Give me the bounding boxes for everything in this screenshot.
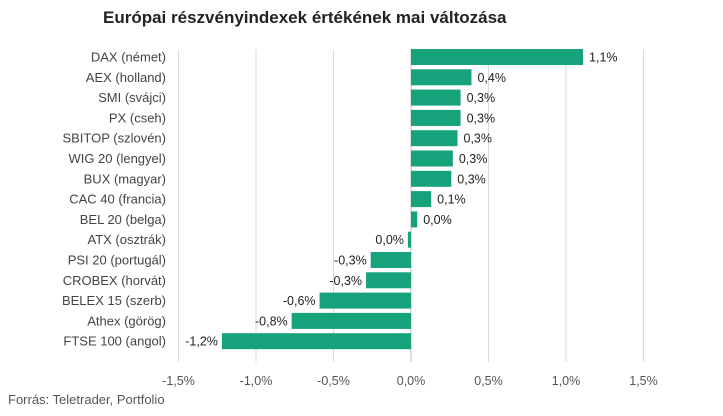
bar	[411, 130, 458, 147]
bar	[407, 231, 411, 248]
bar	[411, 191, 432, 208]
category-label: FTSE 100 (angol)	[63, 334, 166, 349]
value-label: 1,1%	[589, 51, 618, 65]
category-label: BUX (magyar)	[84, 171, 166, 186]
bar	[221, 333, 411, 350]
category-label: SBITOP (szlovén)	[62, 131, 166, 146]
category-label: AEX (holland)	[86, 70, 166, 85]
bar	[411, 150, 453, 167]
value-label: 0,0%	[375, 233, 404, 247]
bar	[411, 170, 452, 187]
value-label: -0,8%	[255, 314, 288, 328]
value-label: -1,2%	[185, 335, 218, 349]
bars	[221, 49, 584, 350]
category-label: PX (cseh)	[109, 110, 166, 125]
bar	[411, 109, 461, 126]
x-tick-label: 0,5%	[474, 374, 503, 388]
category-label: WIG 20 (lengyel)	[68, 151, 166, 166]
value-label: 0,4%	[477, 71, 506, 85]
category-label: BELEX 15 (szerb)	[62, 293, 166, 308]
bar	[291, 312, 411, 329]
bar	[370, 252, 411, 268]
category-label: PSI 20 (portugál)	[68, 253, 166, 268]
x-tick-label: 1,0%	[552, 374, 581, 388]
bar	[411, 49, 584, 65]
bar	[319, 292, 411, 309]
value-label: -0,3%	[334, 254, 367, 268]
category-label: Athex (görög)	[87, 313, 166, 328]
value-label: 0,3%	[464, 132, 493, 146]
value-label: 0,0%	[423, 213, 452, 227]
labels: DAX (német) 1,1% AEX (holland) 0,4% SMI (svá…	[62, 50, 618, 349]
x-axis-ticks: -1,5% -1,0% -0,5% 0,0% 0,5% 1,0% 1,5%	[162, 374, 658, 388]
value-label: 0,3%	[467, 111, 496, 125]
category-label: DAX (német)	[91, 50, 166, 65]
bar	[411, 89, 461, 106]
bar	[366, 272, 411, 289]
category-label: BEL 20 (belga)	[80, 212, 166, 227]
category-label: CAC 40 (francia)	[69, 192, 166, 207]
source-note: Forrás: Teletrader, Portfolio	[8, 392, 165, 407]
bar	[411, 69, 472, 86]
category-label: CROBEX (horvát)	[63, 273, 166, 288]
x-tick-label: -1,5%	[162, 374, 195, 388]
category-label: SMI (svájci)	[98, 90, 166, 105]
category-label: ATX (osztrák)	[88, 232, 167, 247]
value-label: -0,3%	[329, 274, 362, 288]
chart-title: Európai részvényindexek értékének mai vá…	[103, 8, 507, 27]
x-tick-label: -0,5%	[317, 374, 350, 388]
value-label: 0,3%	[457, 172, 486, 186]
value-label: -0,6%	[283, 294, 316, 308]
x-tick-label: 1,5%	[629, 374, 658, 388]
x-tick-label: 0,0%	[397, 374, 426, 388]
value-label: 0,3%	[467, 91, 496, 105]
value-label: 0,3%	[459, 152, 488, 166]
value-label: 0,1%	[437, 193, 466, 207]
bar	[411, 211, 418, 228]
x-tick-label: -1,0%	[240, 374, 273, 388]
